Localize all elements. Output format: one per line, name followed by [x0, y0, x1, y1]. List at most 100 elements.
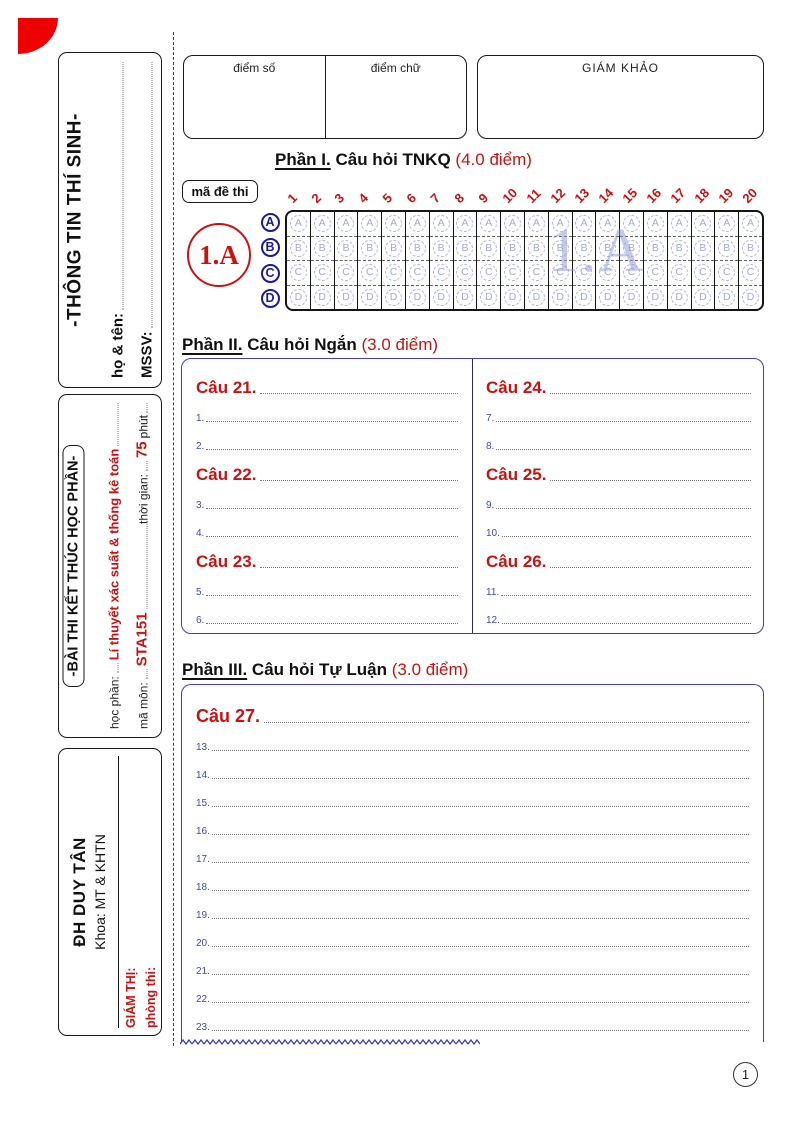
answer-bubble-q16-A: A: [646, 215, 664, 233]
question-row: Câu 22.: [196, 452, 458, 483]
page-number-value: 1: [741, 1067, 750, 1082]
answer-dotted-line: [211, 750, 749, 751]
question-row: Câu 25.: [486, 452, 751, 483]
answer-bubble-q7-B: B: [432, 239, 450, 257]
question-number-16: 16: [643, 185, 665, 206]
answer-bubble-q10-A: A: [504, 215, 522, 233]
answer-line-row: 9.: [486, 483, 751, 511]
answer-bubble-q5-C: C: [385, 264, 403, 282]
answer-line-number-5: 5.: [196, 587, 205, 598]
student-name-blank-line: [122, 62, 124, 310]
answer-bubble-q4-D: D: [361, 288, 379, 306]
answer-line-row: 13.: [196, 725, 749, 753]
answer-dotted-line: [550, 567, 751, 568]
answer-cell-q1-D: D: [287, 286, 310, 310]
question-number-cell: 11: [524, 178, 549, 208]
answer-cell-q14-D: D: [596, 286, 619, 310]
answer-bubble-q20-D: D: [742, 288, 760, 306]
dot-gap: [146, 461, 148, 472]
examiner-label: GIÁM KHẢO: [581, 61, 659, 75]
course-value: Lí thuyết xác suất & thống kê toán: [106, 448, 122, 661]
question-number-19: 19: [715, 185, 736, 206]
answer-cell-q16-D: D: [644, 286, 667, 310]
answer-dotted-line: [260, 393, 458, 394]
answer-cell-q7-C: C: [429, 261, 453, 286]
answer-bubble-q9-D: D: [480, 288, 498, 306]
answer-bubble-q20-C: C: [742, 264, 760, 282]
option-label-C: C: [260, 263, 280, 283]
answer-cell-q8-A: A: [453, 212, 477, 237]
answer-bubble-q4-A: A: [361, 215, 379, 233]
question-number-cell: 19: [715, 178, 740, 208]
answer-line-row: 18.: [196, 865, 749, 893]
answer-dotted-line: [211, 862, 749, 863]
part2-number: Phần II.: [182, 335, 243, 354]
question-number-cell: 5: [380, 178, 405, 208]
answer-bubble-q12-C: C: [551, 264, 569, 282]
answer-bubble-q2-A: A: [313, 215, 331, 233]
essay-content: Câu 27. 13. 14. 15. 16. 17. 18. 19. 20. 21. 22. 23.: [196, 691, 749, 1033]
time-value: 75: [133, 441, 151, 459]
answer-bubble-q5-D: D: [385, 288, 403, 306]
answer-bubble-q18-D: D: [694, 288, 712, 306]
answer-cell-q3-A: A: [334, 212, 358, 237]
answer-line-number-19: 19.: [196, 910, 210, 921]
answer-line-number-7: 7.: [486, 413, 495, 424]
answer-dotted-line: [260, 567, 458, 568]
answer-bubble-q8-B: B: [456, 239, 474, 257]
answer-cell-q13-B: B: [572, 237, 596, 261]
answer-cell-q18-C: C: [691, 261, 715, 286]
answer-line-number-4: 4.: [196, 528, 205, 539]
answer-line-number-12: 12.: [486, 615, 500, 626]
answer-cell-q13-C: C: [572, 261, 596, 286]
answer-cell-q9-C: C: [477, 261, 501, 286]
answer-cell-q8-D: D: [454, 286, 477, 310]
score-box: điểm số điểm chữ: [183, 55, 467, 139]
question-number-cell: 13: [571, 178, 596, 208]
code-time-row: mã môn: STA151 thời gian: 75 phút: [121, 403, 151, 729]
answer-bubble-q6-D: D: [408, 288, 426, 306]
answer-bubble-q18-B: B: [694, 239, 712, 257]
answer-bubble-q15-B: B: [623, 239, 641, 257]
answer-bubble-q17-A: A: [670, 215, 688, 233]
answer-bubble-q3-A: A: [337, 215, 355, 233]
answer-cell-q16-C: C: [643, 261, 667, 286]
answer-line-row: 23.: [196, 1005, 749, 1033]
answer-cell-q8-C: C: [453, 261, 477, 286]
part2-points: (3.0 điểm): [361, 335, 439, 354]
examiner-box: GIÁM KHẢO: [477, 55, 764, 139]
answer-cell-q6-D: D: [406, 286, 429, 310]
exam-info-box: -BÀI THI KẾT THÚC HỌC PHẦN- học phần: Lí…: [58, 394, 162, 738]
time-label: thời gian:: [136, 474, 151, 524]
answer-bubble-q13-D: D: [575, 288, 593, 306]
answer-cell-q2-C: C: [310, 261, 334, 286]
answer-bubble-q12-A: A: [551, 215, 569, 233]
answer-cell-q6-A: A: [405, 212, 429, 237]
answer-bubble-q16-B: B: [646, 239, 664, 257]
answer-cell-q16-B: B: [643, 237, 667, 261]
answer-cell-q19-A: A: [715, 212, 739, 237]
essay-box: Câu 27. 13. 14. 15. 16. 17. 18. 19. 20. 21. 22. 23.: [180, 684, 764, 1046]
question-number-cell: 8: [452, 178, 477, 208]
school-divider: [118, 756, 119, 1028]
answer-bubble-q9-B: B: [480, 239, 498, 257]
answer-cell-q4-C: C: [358, 261, 382, 286]
part1-heading: Phần I. Câu hỏi TNKQ (4.0 điểm): [275, 150, 532, 170]
answer-cell-q19-C: C: [715, 261, 739, 286]
answer-cell-q10-D: D: [501, 286, 524, 310]
answer-cell-q11-B: B: [524, 237, 548, 261]
answer-dotted-line: [501, 536, 751, 537]
answer-cell-q16-A: A: [643, 212, 667, 237]
question-number-cell: 9: [476, 178, 501, 208]
answer-dotted-line: [550, 480, 751, 481]
school-box: ĐH DUY TÂN Khoa: MT & KHTN GIÁM THỊ: phò…: [58, 748, 162, 1036]
